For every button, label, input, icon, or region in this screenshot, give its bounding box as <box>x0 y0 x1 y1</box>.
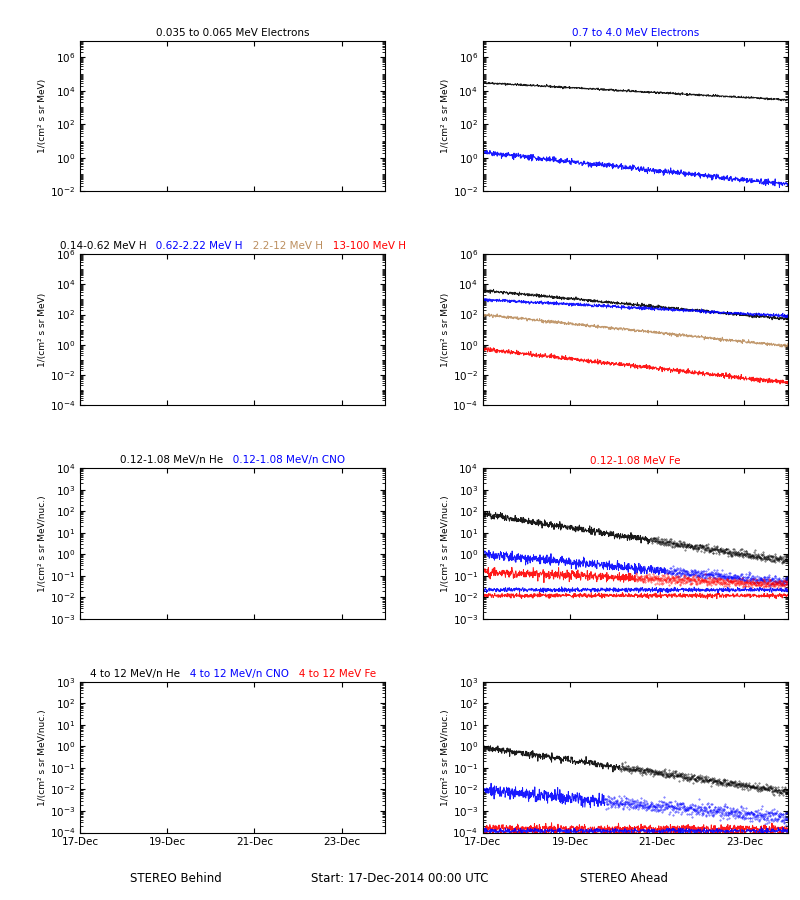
Text: 2.2-12 MeV H: 2.2-12 MeV H <box>242 241 322 251</box>
Y-axis label: 1/(cm² s sr MeV/nuc.): 1/(cm² s sr MeV/nuc.) <box>38 495 47 591</box>
Text: 4 to 12 MeV/n CNO: 4 to 12 MeV/n CNO <box>179 669 289 679</box>
Text: 0.62-2.22 MeV H: 0.62-2.22 MeV H <box>146 241 242 251</box>
Title: 0.12-1.08 MeV Fe: 0.12-1.08 MeV Fe <box>590 456 681 466</box>
Text: 13-100 MeV H: 13-100 MeV H <box>322 241 406 251</box>
Text: STEREO Ahead: STEREO Ahead <box>580 872 668 885</box>
Y-axis label: 1/(cm² s sr MeV): 1/(cm² s sr MeV) <box>441 292 450 366</box>
Y-axis label: 1/(cm² s sr MeV/nuc.): 1/(cm² s sr MeV/nuc.) <box>441 709 450 806</box>
Text: 0.12-1.08 MeV/n He: 0.12-1.08 MeV/n He <box>120 455 223 465</box>
Text: 4 to 12 MeV/n He: 4 to 12 MeV/n He <box>90 669 179 679</box>
Title: 0.035 to 0.065 MeV Electrons: 0.035 to 0.065 MeV Electrons <box>156 28 310 39</box>
Y-axis label: 1/(cm² s sr MeV/nuc.): 1/(cm² s sr MeV/nuc.) <box>441 495 450 591</box>
Text: Start: 17-Dec-2014 00:00 UTC: Start: 17-Dec-2014 00:00 UTC <box>311 872 489 885</box>
Text: 0.14-0.62 MeV H: 0.14-0.62 MeV H <box>59 241 146 251</box>
Y-axis label: 1/(cm² s sr MeV): 1/(cm² s sr MeV) <box>38 78 47 153</box>
Y-axis label: 1/(cm² s sr MeV): 1/(cm² s sr MeV) <box>38 292 46 366</box>
Text: 0.12-1.08 MeV/n CNO: 0.12-1.08 MeV/n CNO <box>223 455 346 465</box>
Y-axis label: 1/(cm² s sr MeV): 1/(cm² s sr MeV) <box>441 78 450 153</box>
Y-axis label: 1/(cm² s sr MeV/nuc.): 1/(cm² s sr MeV/nuc.) <box>38 709 46 806</box>
Text: STEREO Behind: STEREO Behind <box>130 872 222 885</box>
Text: 4 to 12 MeV Fe: 4 to 12 MeV Fe <box>289 669 376 679</box>
Title: 0.7 to 4.0 MeV Electrons: 0.7 to 4.0 MeV Electrons <box>572 28 699 39</box>
